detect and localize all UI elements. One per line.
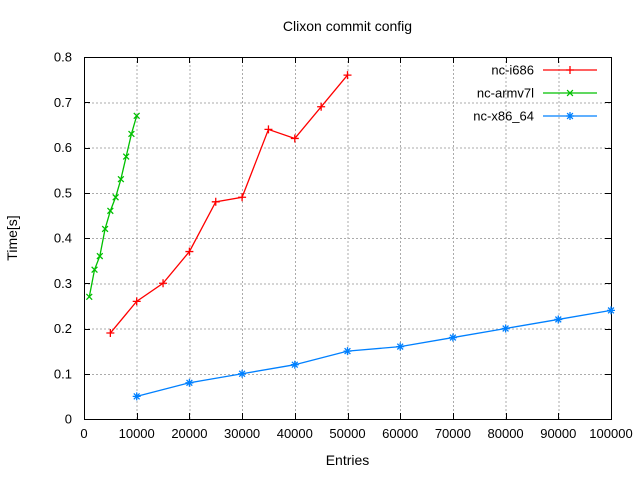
x-tick-label: 80000: [488, 426, 524, 441]
x-tick-label: 100000: [589, 426, 632, 441]
legend-marker-sample: [566, 66, 574, 74]
x-tick-label: 30000: [224, 426, 260, 441]
data-point-marker: [133, 112, 141, 120]
data-point-marker: [85, 293, 93, 301]
data-point-marker: [132, 297, 141, 306]
data-point-marker: [117, 175, 125, 183]
data-point-marker: [448, 333, 457, 342]
legend-label: nc-i686: [491, 63, 534, 78]
y-tick-label: 0.8: [54, 50, 72, 65]
data-point-marker: [290, 360, 299, 369]
series-line: [136, 309, 612, 398]
data-point-marker: [238, 193, 247, 202]
data-point-marker: [607, 306, 615, 315]
tick-marks: [84, 57, 612, 420]
series-nc-x86_64: [132, 306, 615, 401]
series-line: [109, 74, 348, 334]
data-point-marker: [396, 342, 405, 351]
data-point-marker: [317, 102, 326, 111]
y-axis-label: Time[s]: [4, 215, 20, 260]
data-point-marker: [96, 252, 104, 260]
legend-marker-sample: [566, 112, 574, 120]
data-point-marker: [106, 329, 115, 338]
data-point-marker: [106, 207, 114, 215]
y-tick-label: 0.5: [54, 185, 72, 200]
data-point-marker: [132, 392, 141, 401]
series-line: [88, 115, 138, 297]
legend-label: nc-armv7l: [477, 86, 534, 101]
legend-entry-nc-armv7l: nc-armv7l: [477, 86, 597, 101]
x-tick-label: 10000: [119, 426, 155, 441]
y-tick-label: 0.7: [54, 95, 72, 110]
x-axis-label: Entries: [326, 452, 370, 468]
data-point-marker: [101, 225, 109, 233]
data-point-marker: [112, 193, 119, 201]
data-point-marker: [238, 369, 247, 378]
data-point-marker: [211, 197, 220, 206]
legend-entry-nc-i686: nc-i686: [491, 63, 597, 78]
legend-label: nc-x86_64: [473, 109, 534, 124]
y-tick-label: 0.3: [54, 276, 72, 291]
data-point-marker: [554, 315, 563, 324]
data-point-marker: [122, 153, 130, 160]
data-point-marker: [343, 71, 352, 80]
x-tick-label: 60000: [382, 426, 418, 441]
data-point-marker: [91, 266, 98, 274]
legend: nc-i686 nc-armv7l nc-x86_64: [473, 63, 597, 124]
x-tick-label: 70000: [435, 426, 471, 441]
data-point-marker: [290, 134, 299, 143]
x-tick-label: 20000: [171, 426, 207, 441]
grid: [84, 57, 611, 419]
data-point-marker: [159, 279, 168, 288]
data-point-marker: [185, 247, 194, 256]
data-point-marker: [501, 324, 510, 333]
data-point-marker: [343, 347, 352, 356]
data-point-marker: [128, 130, 135, 138]
data-point-marker: [185, 378, 194, 387]
x-tick-label: 40000: [277, 426, 313, 441]
y-tick-label: 0.6: [54, 140, 72, 155]
legend-entry-nc-x86_64: nc-x86_64: [473, 109, 597, 124]
y-tick-label: 0: [65, 412, 72, 427]
chart-title: Clixon commit config: [283, 18, 412, 34]
y-tick-label: 0.1: [54, 366, 72, 381]
series-nc-i686: [106, 71, 352, 338]
tick-labels: 0 10000 20000 30000 40000 50000 60000 70000 8000…: [54, 50, 633, 442]
y-tick-label: 0.2: [54, 321, 72, 336]
x-tick-label: 90000: [540, 426, 576, 441]
x-tick-label: 50000: [329, 426, 365, 441]
legend-marker-sample: [566, 89, 574, 97]
x-tick-label: 0: [80, 426, 87, 441]
y-tick-label: 0.4: [54, 231, 72, 246]
series-nc-armv7l: [85, 112, 141, 301]
data-point-marker: [264, 125, 273, 134]
